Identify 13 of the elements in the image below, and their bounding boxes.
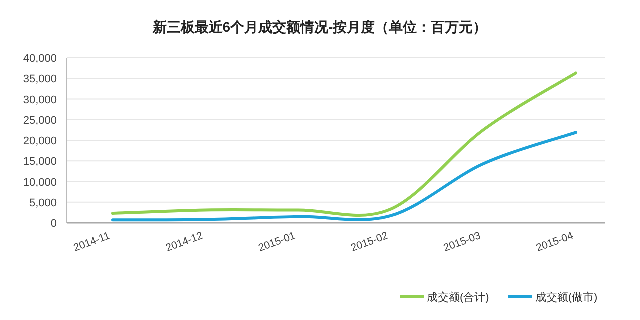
y-tick-label: 10,000 <box>23 176 57 189</box>
chart-title: 新三板最近6个月成交额情况-按月度（单位：百万元） <box>152 19 488 35</box>
y-tick-label: 35,000 <box>23 74 57 86</box>
legend-label: 成交额(合计) <box>427 291 490 304</box>
legend-label: 成交额(做市) <box>535 291 598 304</box>
y-tick-label: 25,000 <box>23 114 57 127</box>
y-tick-label: 30,000 <box>23 94 57 106</box>
line-series <box>112 131 578 222</box>
y-tick-label: 20,000 <box>23 136 57 148</box>
y-tick-label: 15,000 <box>23 156 57 168</box>
y-tick-label: 40,000 <box>23 53 57 65</box>
y-tick-label: 5,000 <box>29 197 57 210</box>
y-tick-label: 0 <box>50 218 57 230</box>
